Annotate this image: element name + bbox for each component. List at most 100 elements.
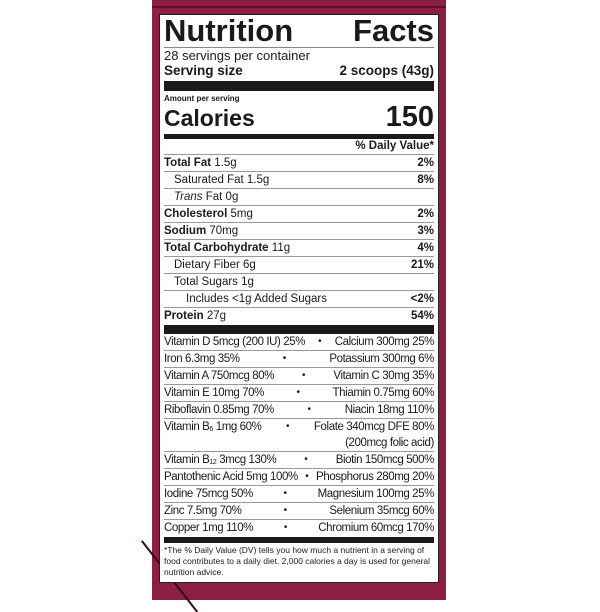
vitamin-subscript: 6 bbox=[209, 425, 213, 433]
nutrient-row: Cholesterol 5mg 2% bbox=[164, 206, 434, 223]
nutrient-amount: 11g bbox=[271, 242, 291, 254]
vitamin-right-text: Potassium 300mg 6% bbox=[329, 352, 435, 365]
vitamin-right: Folate 340mcg DFE 80% (200mcg folic acid) bbox=[294, 419, 434, 451]
vitamin-left: Iron 6.3mg 35% bbox=[164, 352, 240, 365]
nutrient-label: Sodium 70mg bbox=[164, 223, 238, 239]
vitamin-right: Thiamin 0.75mg 60% bbox=[304, 385, 435, 401]
nutrient-label: Protein 27g bbox=[164, 308, 226, 325]
bullet-icon: • bbox=[283, 487, 287, 499]
vitamin-row: Vitamin B6 1mg 60% • Folate 340mcg DFE 80%… bbox=[164, 419, 434, 452]
nutrient-name: Protein bbox=[164, 310, 204, 322]
nutrient-amount: 1g bbox=[241, 276, 254, 288]
vitamin-left: Vitamin A 750mcg 80% bbox=[164, 369, 275, 382]
nutrient-row: Total Sugars 1g bbox=[164, 274, 434, 291]
vitamin-left: Vitamin D 5mcg (200 IU) 25% bbox=[164, 335, 306, 348]
nutrient-dv: 21% bbox=[410, 259, 434, 271]
daily-value-header: % Daily Value* bbox=[164, 139, 434, 155]
vitamin-row: Iodine 75mcg 50% • Magnesium 100mg 25% bbox=[164, 486, 434, 503]
label-title: Nutrition Facts bbox=[164, 15, 434, 48]
nutrient-dv: 4% bbox=[417, 242, 434, 254]
calories-label: Calories bbox=[164, 105, 255, 131]
serving-size: Serving size 2 scoops (43g) bbox=[164, 63, 434, 79]
nutrient-name: Sodium bbox=[164, 225, 207, 237]
nutrient-dv: <2% bbox=[410, 293, 434, 305]
vitamin-row: Pantothenic Acid 5mg 100% • Phosphorus 280… bbox=[164, 469, 434, 486]
vitamin-row: Vitamin A 750mcg 80% • Vitamin C 30mg 35% bbox=[164, 368, 434, 385]
nutrient-amount: 1.5g bbox=[246, 174, 270, 186]
nutrient-row: Includes <1g Added Sugars <2% bbox=[164, 291, 434, 308]
vitamin-left: Pantothenic Acid 5mg 100% bbox=[164, 470, 298, 483]
vitamin-amount: 1mg 60% bbox=[212, 420, 262, 433]
nutrient-label: Total Carbohydrate 11g bbox=[164, 240, 290, 256]
nutrient-name: Saturated Fat bbox=[174, 174, 244, 186]
nutrient-name: Includes <1g Added Sugars bbox=[186, 293, 327, 305]
nutrient-row: Protein 27g 54% bbox=[164, 308, 434, 325]
bullet-icon: • bbox=[305, 470, 309, 482]
medium-divider bbox=[164, 134, 434, 139]
vitamin-right-text: Folate 340mcg DFE 80% bbox=[313, 420, 434, 433]
nutrient-name: Dietary Fiber bbox=[174, 259, 240, 271]
bullet-icon: • bbox=[285, 420, 290, 432]
nutrient-label: Saturated Fat 1.5g bbox=[164, 172, 269, 188]
bullet-icon: • bbox=[318, 335, 322, 347]
nutrient-amount: Fat 0g bbox=[205, 191, 239, 203]
vitamin-right: Chromium 60mcg 170% bbox=[292, 520, 434, 536]
vitamin-row: Vitamin B12 3mcg 130% • Biotin 150mcg 500% bbox=[164, 452, 434, 469]
nutrient-list: Total Fat 1.5g 2% Saturated Fat 1.5g 8% Tran… bbox=[164, 155, 434, 325]
vitamin-left: Vitamin B12 3mcg 130% bbox=[164, 452, 300, 468]
serving-size-value: 2 scoops (43g) bbox=[339, 63, 434, 78]
calories-row: Calories 150 bbox=[164, 101, 434, 133]
footnote: *The % Daily Value (DV) tells you how mu… bbox=[164, 544, 431, 577]
nutrient-amount: 70mg bbox=[209, 225, 239, 237]
vitamin-row: Iron 6.3mg 35% • Potassium 300mg 6% bbox=[164, 351, 434, 368]
vitamin-right: Calcium 300mg 25% bbox=[326, 334, 435, 350]
vitamin-row: Zinc 7.5mg 70% • Selenium 35mcg 60% bbox=[164, 503, 434, 520]
nutrient-name: Total Carbohydrate bbox=[164, 242, 269, 254]
thick-divider bbox=[164, 536, 434, 543]
nutrient-dv: 8% bbox=[417, 174, 434, 186]
vitamin-row: Riboflavin 0.85mg 70% • Niacin 18mg 110% bbox=[164, 402, 434, 419]
nutrient-name: Cholesterol bbox=[164, 208, 228, 220]
nutrient-row: Total Carbohydrate 11g 4% bbox=[164, 240, 434, 257]
nutrient-dv: 2% bbox=[417, 157, 434, 169]
vitamin-left: Zinc 7.5mg 70% bbox=[164, 504, 242, 517]
nutrient-row: Sodium 70mg 3% bbox=[164, 223, 434, 240]
vitamin-right: Biotin 150mcg 500% bbox=[312, 452, 435, 468]
servings-per-container: 28 servings per container bbox=[164, 48, 310, 63]
vitamin-right-text: Chromium 60mcg 170% bbox=[318, 521, 434, 534]
vitamin-right-text: Niacin 18mg 110% bbox=[344, 403, 435, 416]
amount-per-serving: Amount per serving bbox=[164, 94, 240, 103]
title-word: Nutrition bbox=[164, 13, 294, 48]
nutrient-label: Cholesterol 5mg bbox=[164, 206, 253, 222]
bullet-icon: • bbox=[282, 352, 287, 364]
nutrient-row: Total Fat 1.5g 2% bbox=[164, 155, 434, 172]
vitamin-name: Vitamin B bbox=[164, 420, 210, 433]
vitamin-right: Magnesium 100mg 25% bbox=[291, 486, 435, 502]
vitamin-right-text: Selenium 35mcg 60% bbox=[329, 504, 435, 517]
vitamin-right-note: (200mcg folic acid) bbox=[345, 436, 434, 449]
thick-divider bbox=[164, 81, 434, 91]
vitamin-left: Iodine 75mcg 50% bbox=[164, 487, 253, 500]
bullet-icon: • bbox=[307, 403, 312, 415]
vitamin-row: Vitamin D 5mcg (200 IU) 25% • Calcium 300m… bbox=[164, 334, 434, 351]
calories-value: 150 bbox=[385, 101, 434, 133]
bullet-icon: • bbox=[283, 521, 288, 533]
nutrient-label: Trans Fat 0g bbox=[164, 189, 238, 205]
serving-size-label: Serving size bbox=[164, 63, 243, 78]
panel-edge bbox=[152, 6, 446, 8]
nutrient-amount: 1.5g bbox=[214, 157, 237, 169]
nutrient-row: Dietary Fiber 6g 21% bbox=[164, 257, 434, 274]
vitamin-subscript: 12 bbox=[209, 458, 217, 466]
vitamin-right-text: Thiamin 0.75mg 60% bbox=[332, 386, 435, 399]
bullet-icon: • bbox=[296, 386, 301, 398]
nutrient-row: Saturated Fat 1.5g 8% bbox=[164, 172, 434, 189]
vitamin-left: Riboflavin 0.85mg 70% bbox=[164, 403, 274, 416]
vitamin-right: Vitamin C 30mg 35% bbox=[310, 368, 434, 384]
vitamin-left: Vitamin B6 1mg 60% bbox=[164, 419, 282, 435]
bullet-icon: • bbox=[301, 369, 306, 381]
title-word: Facts bbox=[353, 13, 434, 48]
nutrient-name: Total Fat bbox=[164, 157, 212, 169]
vitamin-list: Vitamin D 5mcg (200 IU) 25% • Calcium 300m… bbox=[164, 334, 434, 537]
vitamin-left: Copper 1mg 110% bbox=[164, 521, 254, 534]
nutrient-label: Includes <1g Added Sugars bbox=[164, 291, 327, 307]
